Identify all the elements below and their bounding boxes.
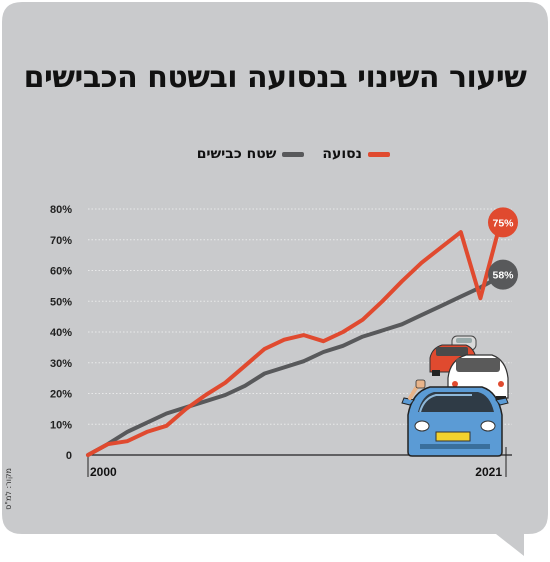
- x-axis: 2000 2021: [90, 465, 502, 479]
- y-tick-label: 20%: [50, 389, 72, 401]
- y-tick-label: 10%: [50, 419, 72, 431]
- y-tick-label: 60%: [50, 266, 72, 278]
- y-tick-label: 70%: [50, 235, 72, 247]
- legend-label-roads: שטח כבישים: [196, 146, 277, 162]
- legend-swatch-traffic: [368, 151, 390, 157]
- legend-item-traffic: נסועה: [322, 146, 390, 162]
- series-line-roads: [86, 274, 502, 457]
- chart-title: שיעור השינוי בנסועה ובשטח הכבישים: [23, 60, 527, 95]
- y-tick-label: 80%: [50, 204, 72, 216]
- legend-swatch-roads: [282, 151, 305, 157]
- source-note: מקור: למ"ס: [4, 468, 13, 510]
- end-label: 75%: [492, 217, 514, 229]
- car-blue-icon: [401, 379, 509, 457]
- legend: נסועה שטח כבישים: [150, 143, 390, 165]
- cars-icon: [401, 335, 509, 457]
- end-label-badge-roads: [488, 259, 518, 290]
- y-axis: 0 10% 20% 30% 40% 50% 60% 70% 80%: [50, 204, 72, 462]
- grid: [87, 208, 512, 477]
- y-tick-label: 0: [66, 450, 72, 462]
- series-line-traffic: [86, 222, 502, 457]
- end-labels: 75% 58%: [488, 207, 518, 290]
- series-lines: [86, 222, 502, 457]
- y-tick-label: 50%: [50, 296, 72, 308]
- end-label-badge-traffic: [488, 207, 518, 238]
- legend-label-traffic: נסועה: [322, 146, 362, 162]
- x-tick-label: 2000: [90, 465, 117, 479]
- y-tick-label: 40%: [50, 327, 72, 339]
- legend-item-roads: שטח כבישים: [197, 146, 305, 162]
- x-tick-label: 2021: [475, 465, 502, 479]
- y-tick-label: 30%: [50, 358, 72, 370]
- end-label: 58%: [492, 270, 514, 282]
